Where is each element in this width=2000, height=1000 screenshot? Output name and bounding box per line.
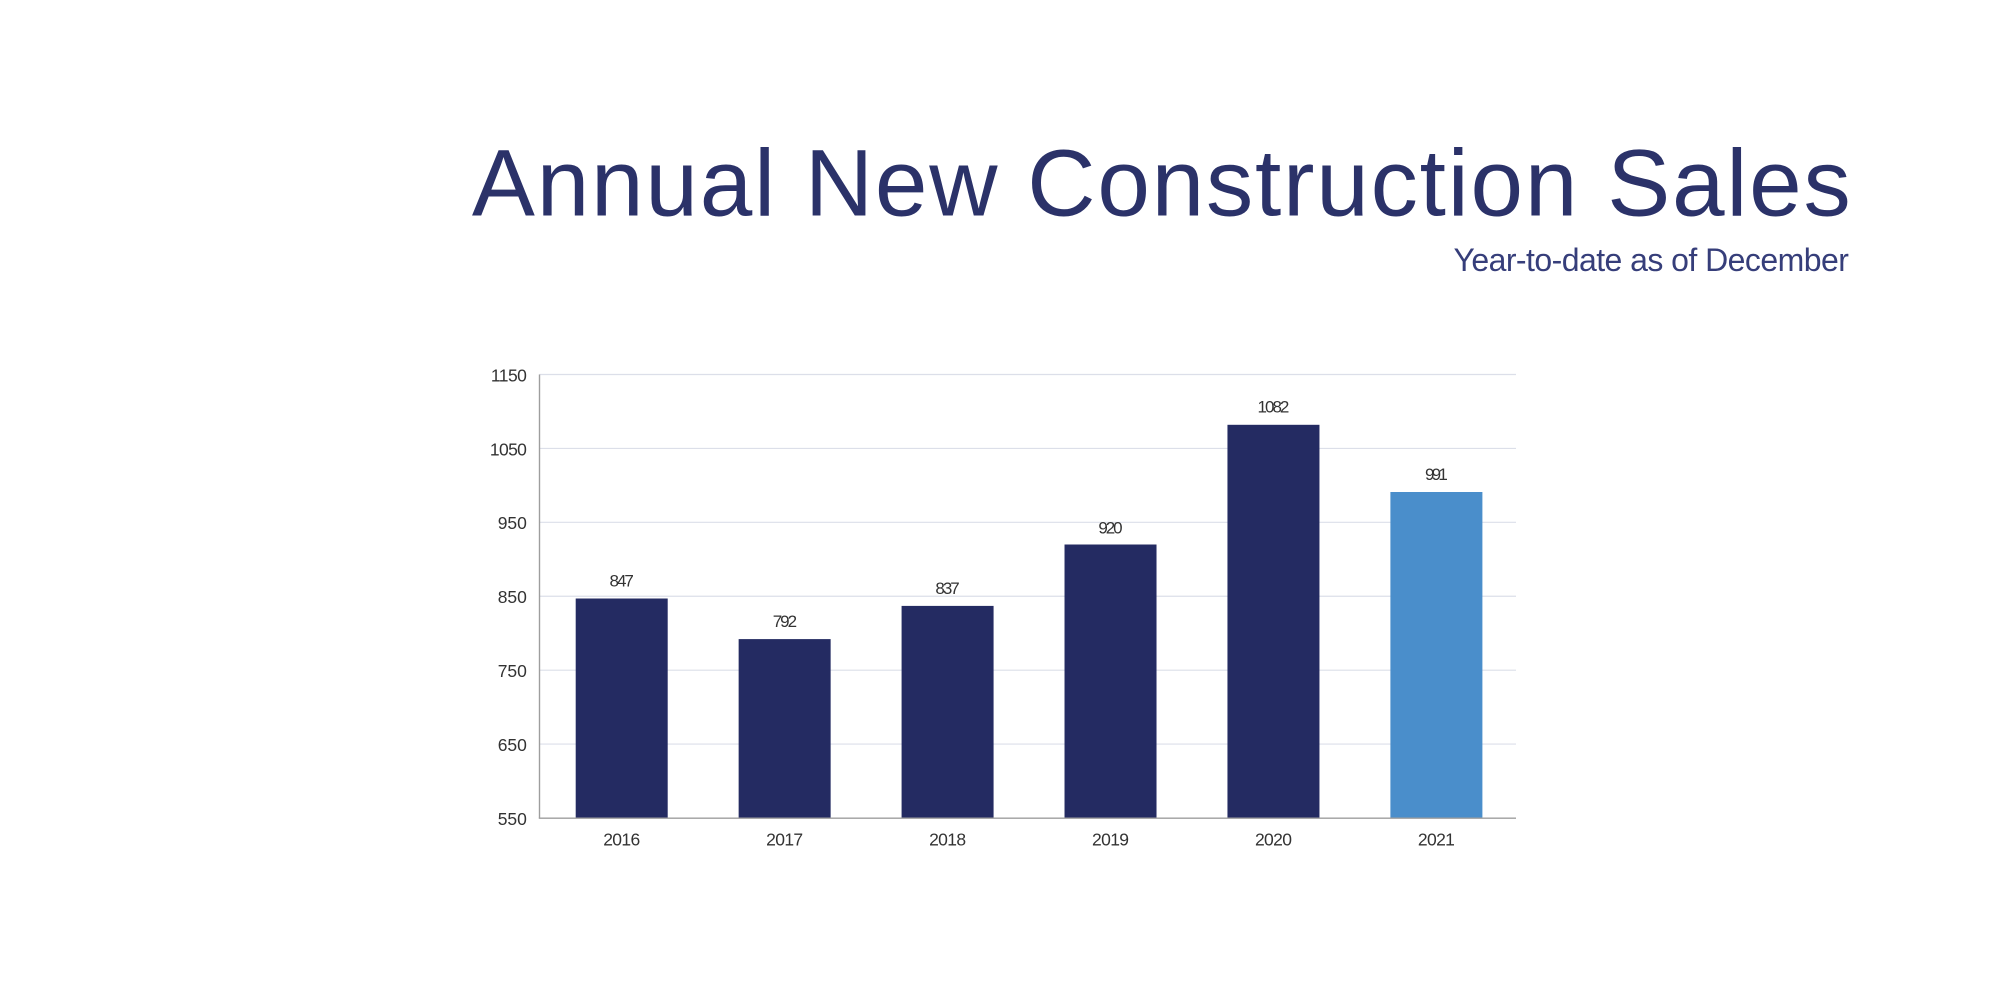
svg-text:2018: 2018: [929, 829, 966, 849]
svg-text:950: 950: [498, 513, 527, 533]
svg-text:550: 550: [498, 809, 527, 829]
svg-text:650: 650: [498, 735, 527, 755]
svg-text:2020: 2020: [1255, 829, 1292, 849]
svg-text:2019: 2019: [1092, 829, 1129, 849]
svg-text:837: 837: [935, 579, 959, 598]
svg-text:Year-to-date as of December: Year-to-date as of December: [1453, 242, 1849, 278]
svg-text:Annual New Construction Sales: Annual New Construction Sales: [472, 130, 1853, 236]
svg-text:2016: 2016: [603, 829, 640, 849]
svg-text:1082: 1082: [1258, 398, 1290, 417]
svg-text:847: 847: [610, 571, 634, 590]
svg-text:920: 920: [1098, 518, 1122, 537]
svg-text:792: 792: [773, 612, 797, 631]
svg-text:1150: 1150: [491, 366, 527, 386]
svg-text:750: 750: [498, 661, 527, 681]
svg-text:2017: 2017: [766, 829, 803, 849]
svg-text:850: 850: [498, 587, 527, 607]
svg-text:1050: 1050: [490, 439, 527, 459]
svg-text:2021: 2021: [1418, 829, 1455, 849]
svg-text:991: 991: [1425, 465, 1448, 484]
